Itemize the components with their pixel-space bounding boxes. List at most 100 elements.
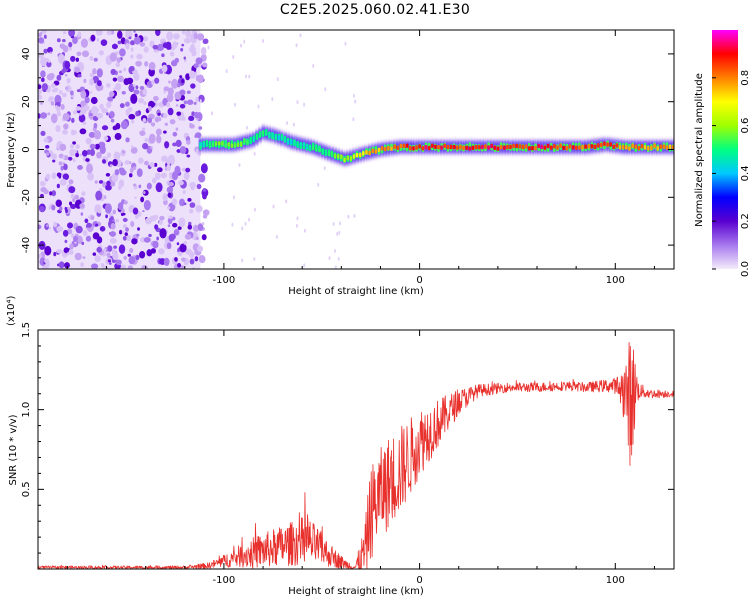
ridge-segment — [609, 142, 612, 147]
noise-speck — [248, 74, 251, 79]
noise-speck — [47, 46, 53, 54]
noise-speck — [257, 104, 260, 109]
noise-speck — [106, 252, 111, 258]
ridge-segment — [230, 143, 234, 148]
noise-speck — [152, 240, 159, 249]
noise-speck — [80, 262, 84, 268]
ridge-segment — [465, 145, 468, 151]
noise-speck — [119, 103, 125, 109]
ridge-segment — [271, 132, 274, 137]
noise-speck — [75, 106, 82, 111]
noise-speck — [67, 114, 70, 118]
ridge-segment — [374, 149, 378, 154]
ridge-segment — [574, 145, 578, 151]
noise-speck — [162, 193, 168, 202]
ridge-segment — [443, 143, 447, 149]
noise-speck — [40, 102, 43, 105]
ridge-segment — [293, 141, 296, 146]
noise-speck — [104, 203, 112, 214]
ridge-segment — [643, 145, 647, 150]
ridge-segment — [377, 147, 381, 153]
ridge-segment — [202, 142, 205, 147]
ridge-segment — [543, 145, 547, 150]
noise-speck — [352, 117, 355, 122]
noise-speck — [166, 159, 171, 165]
noise-speck — [64, 60, 71, 70]
ridge-segment — [280, 136, 284, 141]
noise-speck — [59, 90, 63, 95]
noise-speck — [109, 181, 116, 187]
noise-speck — [133, 72, 140, 81]
noise-speck — [147, 117, 153, 124]
noise-speck — [72, 198, 76, 203]
noise-speck — [352, 93, 355, 98]
noise-speck — [262, 39, 265, 44]
noise-speck — [74, 252, 82, 261]
colorbar-label: Normalized spectral amplitude — [694, 73, 705, 227]
noise-speck — [38, 113, 41, 119]
noise-speck — [91, 105, 99, 116]
noise-speck — [129, 40, 135, 46]
noise-speck — [136, 53, 143, 60]
noise-speck — [180, 47, 184, 52]
noise-speck — [142, 210, 145, 213]
noise-speck — [62, 39, 66, 43]
noise-speck — [126, 77, 134, 85]
noise-speck — [167, 224, 171, 228]
noise-speck — [244, 221, 247, 226]
noise-speck — [182, 30, 186, 35]
noise-speck — [109, 52, 117, 62]
noise-speck — [175, 104, 179, 107]
ridge-segment — [336, 154, 340, 159]
noise-speck — [68, 156, 73, 161]
snr-panel: -100 0 100 0.5 1.0 1.5 Height of straight li… — [6, 295, 675, 597]
noise-speck — [139, 251, 146, 259]
noise-speck — [353, 213, 356, 218]
noise-speck — [64, 262, 70, 269]
noise-speck — [91, 263, 99, 269]
noise-speck — [295, 223, 298, 228]
noise-speck — [181, 43, 185, 47]
colorbar-tick-label: 0.2 — [740, 213, 750, 229]
ridge-segment — [452, 144, 456, 150]
noise-speck — [119, 48, 126, 57]
noise-speck — [210, 111, 213, 116]
ridge-segment — [534, 145, 537, 151]
noise-speck — [156, 43, 165, 51]
noise-speck — [101, 107, 108, 114]
spectrogram-panel: -100 0 100 -40 -20 0 20 40 Height of straight … — [6, 29, 675, 297]
noise-speck — [157, 112, 161, 116]
ridge-segment — [418, 144, 421, 149]
noise-speck — [73, 110, 78, 115]
noise-speck — [112, 252, 119, 261]
noise-speck — [151, 80, 155, 86]
noise-speck — [90, 96, 98, 105]
ridge-segment — [402, 143, 406, 149]
noise-speck — [38, 94, 43, 100]
noise-speck — [160, 172, 167, 179]
ridge-segment — [455, 145, 459, 150]
noise-speck — [109, 237, 117, 244]
ridge-segment — [593, 144, 597, 150]
noise-speck — [40, 77, 45, 83]
noise-speck — [183, 171, 190, 180]
noise-speck — [276, 77, 279, 82]
noise-speck — [113, 245, 118, 249]
noise-speck — [75, 57, 80, 62]
noise-speck — [183, 58, 187, 63]
ridge-segment — [437, 144, 440, 150]
noise-speck — [39, 32, 43, 37]
noise-speck — [232, 55, 235, 60]
ridge-segment — [640, 143, 644, 149]
noise-speck — [179, 146, 187, 154]
noise-speck — [177, 263, 182, 268]
noise-speck — [185, 73, 191, 81]
noise-speck — [202, 187, 207, 192]
ridge-segment — [352, 154, 356, 159]
noise-speck — [68, 179, 74, 185]
noise-speck — [253, 257, 256, 262]
noise-speck — [116, 30, 123, 39]
noise-speck — [93, 122, 98, 129]
noise-speck — [63, 247, 70, 254]
noise-speck — [63, 163, 68, 171]
